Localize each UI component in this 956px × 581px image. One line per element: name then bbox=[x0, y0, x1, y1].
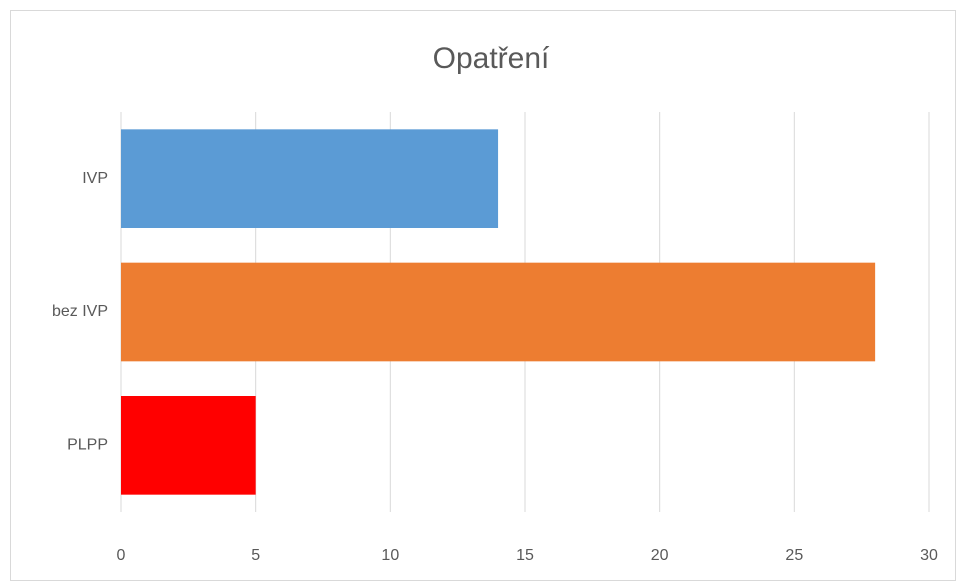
chart-title: Opatření bbox=[433, 42, 550, 75]
bar bbox=[121, 396, 256, 495]
x-tick-label: 0 bbox=[117, 547, 126, 564]
x-tick-label: 10 bbox=[381, 547, 399, 564]
y-tick-label: bez IVP bbox=[52, 303, 108, 320]
x-tick-label: 20 bbox=[651, 547, 669, 564]
y-tick-label: IVP bbox=[82, 170, 108, 187]
y-tick-label: PLPP bbox=[67, 437, 108, 454]
x-tick-label: 5 bbox=[251, 547, 260, 564]
x-tick-label: 30 bbox=[920, 547, 938, 564]
x-tick-label: 15 bbox=[516, 547, 534, 564]
bar bbox=[121, 262, 876, 362]
x-tick-label: 25 bbox=[785, 547, 803, 564]
bar bbox=[121, 129, 499, 228]
